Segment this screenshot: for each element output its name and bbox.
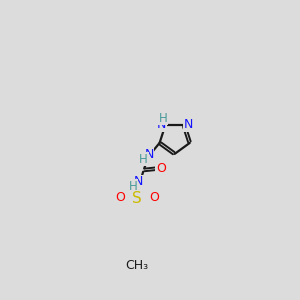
Text: CH₃: CH₃: [126, 259, 149, 272]
Text: N: N: [183, 118, 193, 131]
Text: H: H: [159, 112, 167, 124]
Text: H: H: [140, 153, 148, 166]
Text: H: H: [129, 180, 137, 193]
Text: O: O: [156, 162, 166, 175]
Text: N: N: [144, 148, 154, 161]
Text: N: N: [157, 118, 166, 131]
Text: O: O: [115, 191, 125, 204]
Text: O: O: [149, 191, 159, 204]
Text: N: N: [134, 175, 143, 188]
Text: S: S: [132, 190, 142, 206]
